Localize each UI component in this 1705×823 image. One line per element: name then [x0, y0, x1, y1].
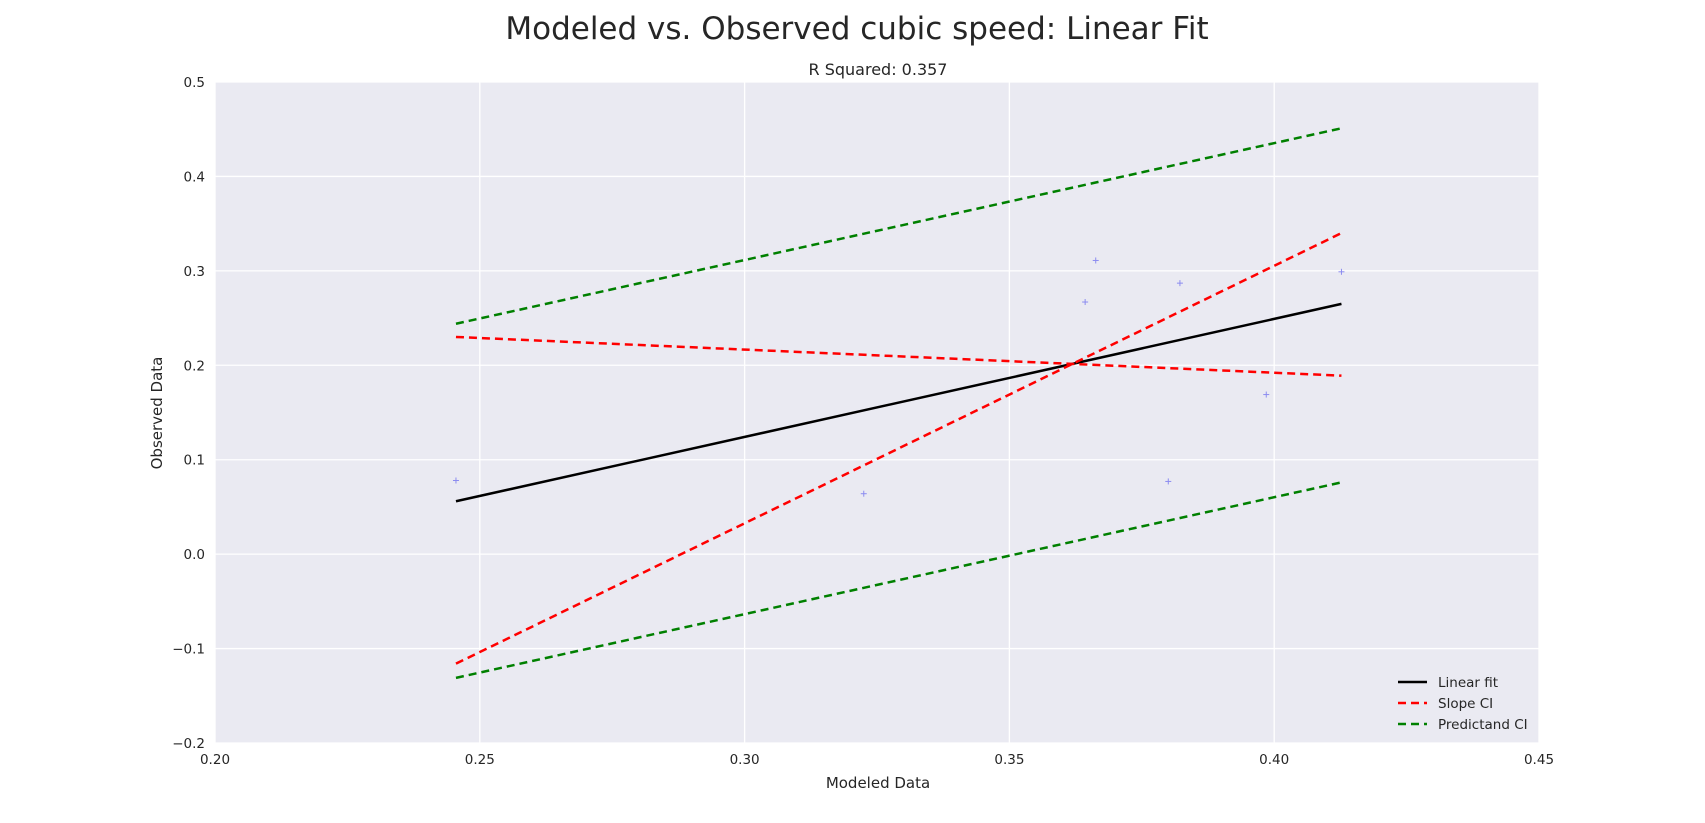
- x-tick-labels: 0.20 0.25 0.30 0.35 0.40 0.45: [200, 752, 1554, 768]
- scatter-point: [1082, 299, 1089, 306]
- x-tick-label: 0.40: [1259, 752, 1289, 768]
- legend-item: Slope CI: [1398, 696, 1493, 712]
- grid-lines: [214, 81, 1540, 744]
- chart-title: Modeled vs. Observed cubic speed: Linear…: [505, 11, 1208, 47]
- scatter-point: [1165, 478, 1172, 485]
- series-line-series-2: [455, 335, 1342, 377]
- scatter-point: [1338, 268, 1345, 275]
- legend-label: Predictand CI: [1438, 717, 1528, 733]
- scatter-point: [1092, 257, 1099, 264]
- scatter-point: [860, 490, 867, 497]
- legend-item: Linear fit: [1398, 675, 1498, 691]
- y-tick-label: 0.2: [184, 358, 205, 374]
- y-tick-label: 0.0: [184, 547, 205, 563]
- scatter-points: [452, 257, 1345, 497]
- series-layer: [455, 127, 1343, 680]
- chart-subtitle: R Squared: 0.357: [809, 60, 948, 79]
- y-axis-label: Observed Data: [148, 357, 166, 470]
- y-tick-label: 0.4: [184, 169, 205, 185]
- legend-label: Linear fit: [1438, 675, 1498, 691]
- series-line-linear-fit: [455, 302, 1342, 503]
- y-tick-label: 0.3: [184, 264, 205, 280]
- x-axis-label: Modeled Data: [826, 774, 930, 792]
- x-tick-label: 0.25: [465, 752, 495, 768]
- x-tick-label: 0.20: [200, 752, 230, 768]
- y-tick-label: −0.1: [172, 642, 205, 658]
- x-tick-label: 0.30: [730, 752, 760, 768]
- series-line-slope-ci: [455, 231, 1343, 665]
- scatter-point: [1263, 391, 1270, 398]
- legend: Linear fit Slope CI Predictand CI: [1398, 675, 1528, 733]
- legend-label: Slope CI: [1438, 696, 1493, 712]
- x-tick-label: 0.35: [994, 752, 1024, 768]
- scatter-point: [1176, 280, 1183, 287]
- x-tick-label: 0.45: [1524, 752, 1554, 768]
- y-tick-label: 0.5: [184, 75, 205, 91]
- legend-item: Predictand CI: [1398, 717, 1528, 733]
- y-tick-labels: −0.2 −0.1 0.0 0.1 0.2 0.3 0.4 0.5: [172, 75, 205, 752]
- series-line-series-4: [455, 481, 1342, 680]
- y-tick-label: −0.2: [172, 736, 205, 752]
- y-tick-label: 0.1: [184, 453, 205, 469]
- plot-area: [215, 82, 1539, 743]
- scatter-point: [452, 477, 459, 484]
- series-line-predictand-ci: [455, 127, 1342, 325]
